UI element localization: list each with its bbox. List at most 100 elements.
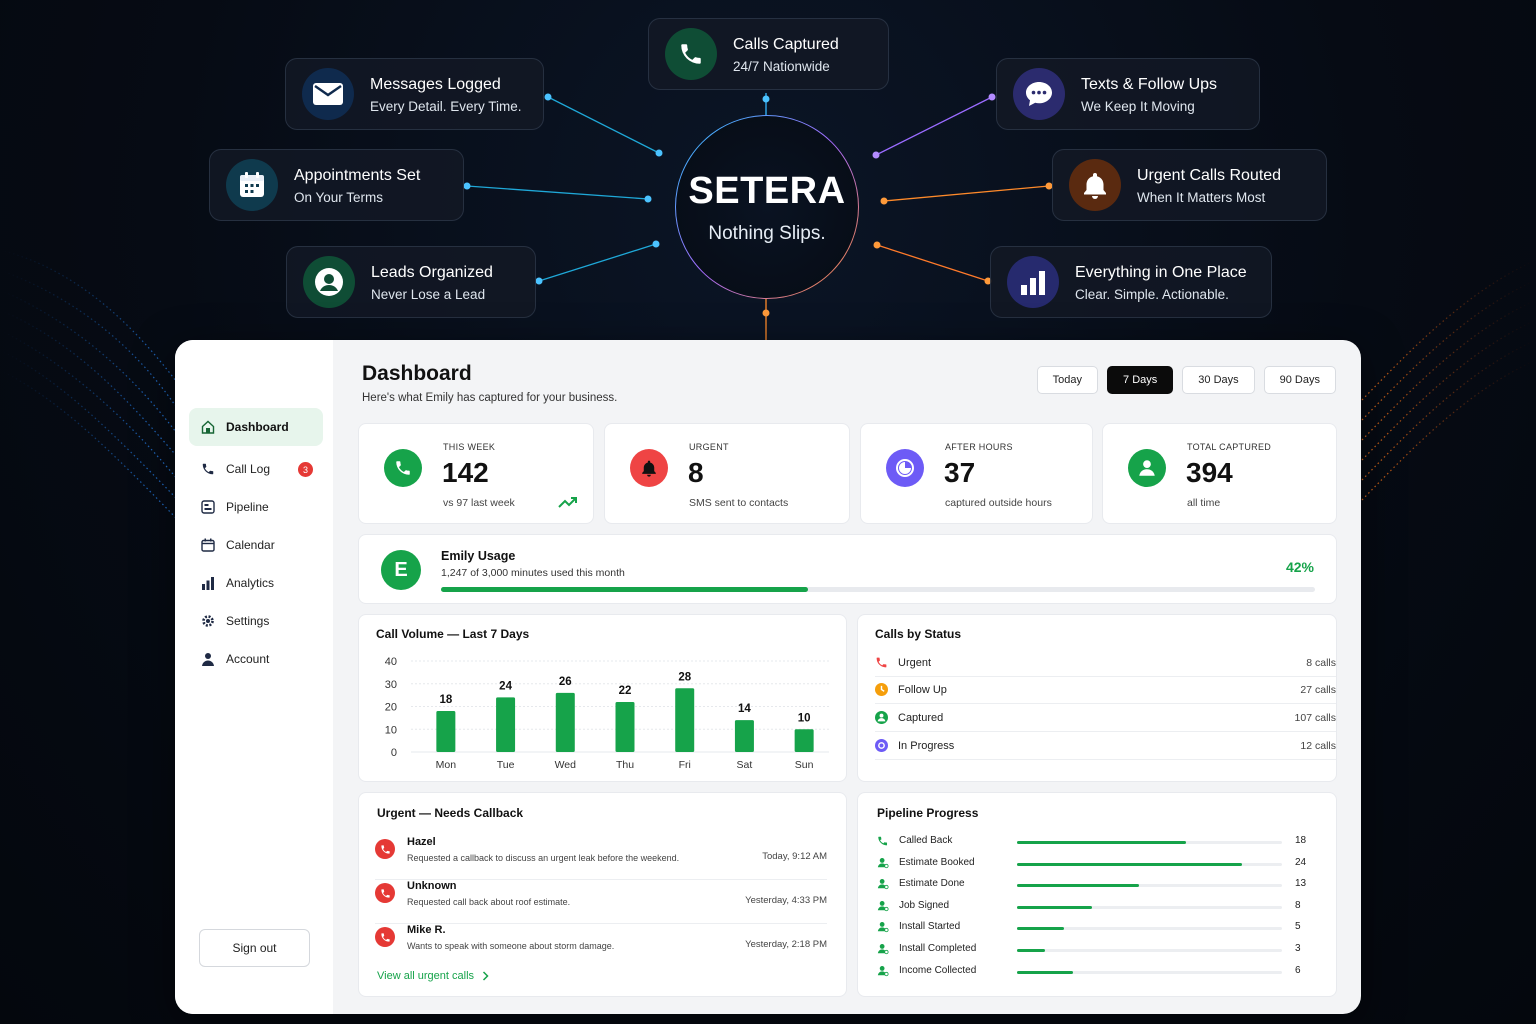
urgent-row[interactable]: Hazel Requested a callback to discuss an… [375, 836, 827, 880]
sidebar-item-label: Settings [226, 614, 270, 628]
clock-pie-icon [886, 449, 924, 487]
stat-value: 394 [1186, 457, 1233, 488]
status-row-urgent[interactable]: Urgent 8 calls [875, 649, 1336, 677]
main-content: Dashboard Here's what Emily has captured… [333, 340, 1361, 1014]
status-count: 12 calls [1300, 739, 1336, 752]
stat-label: TOTAL CAPTURED [1187, 442, 1272, 452]
sidebar-item-pipeline[interactable]: Pipeline [189, 488, 323, 526]
pipeline-bar-track [1017, 949, 1282, 952]
feature-subtitle: 24/7 Nationwide [733, 58, 830, 74]
x-tick-label: Thu [616, 759, 634, 771]
pipeline-row[interactable]: Job Signed 8 [877, 897, 1305, 917]
emily-avatar: E [381, 550, 421, 590]
gear-icon [201, 614, 215, 628]
usage-percent: 42% [1285, 559, 1314, 575]
bar-wed [555, 692, 575, 752]
sidebar-item-account[interactable]: Account [189, 640, 323, 678]
call-log-badge: 3 [298, 462, 313, 477]
range-today-button[interactable]: Today [1036, 366, 1099, 394]
view-all-urgent-link[interactable]: View all urgent calls [377, 970, 489, 982]
user-icon [877, 944, 889, 955]
stat-label: THIS WEEK [443, 442, 496, 452]
urgent-row[interactable]: Mike R. Wants to speak with someone abou… [375, 924, 827, 968]
pipeline-row[interactable]: Estimate Done 13 [877, 875, 1307, 895]
pipeline-value: 3 [1295, 943, 1301, 954]
sidebar-item-call-log[interactable]: Call Log 3 [189, 450, 323, 488]
brand-tagline: Nothing Slips. [708, 222, 826, 244]
pipeline-value: 6 [1295, 964, 1301, 976]
stat-label: URGENT [689, 442, 729, 452]
pipeline-row[interactable]: Install Completed 3 [877, 940, 1305, 960]
user-icon [303, 256, 355, 308]
pipeline-value: 24 [1295, 856, 1307, 868]
pipeline-title: Pipeline Progress [877, 806, 979, 820]
user-icon [877, 857, 889, 868]
sidebar-item-dashboard[interactable]: Dashboard [189, 408, 323, 446]
pipeline-bar-fill [1017, 949, 1046, 952]
calendar-icon [226, 159, 278, 211]
stat-note: all time [1187, 497, 1221, 509]
brand-core: SETERA Nothing Slips. [676, 116, 858, 298]
sidebar-item-analytics[interactable]: Analytics [189, 564, 323, 602]
caller-name: Unknown [407, 880, 457, 892]
bell-icon [630, 449, 668, 487]
feature-subtitle: Clear. Simple. Actionable. [1075, 286, 1229, 302]
x-tick-label: Mon [436, 759, 457, 771]
phone-icon [201, 462, 215, 476]
sidebar-item-settings[interactable]: Settings [189, 602, 323, 640]
x-tick-label: Fri [679, 759, 691, 771]
stat-note: SMS sent to contacts [689, 497, 789, 509]
pipeline-label: Called Back [899, 835, 953, 846]
caller-description: Wants to speak with someone about storm … [407, 941, 615, 951]
caller-name: Hazel [407, 836, 436, 848]
call-time: Yesterday, 4:33 PM [745, 895, 827, 906]
stat-value: 37 [944, 457, 976, 488]
phone-icon [375, 839, 395, 859]
pipeline-row[interactable]: Estimate Booked 24 [877, 854, 1307, 874]
range-30-days-button[interactable]: 30 Days [1182, 366, 1255, 394]
pipeline-bar-track [1017, 905, 1282, 909]
feature-urgent-calls-routed: Urgent Calls Routed When It Matters Most [1052, 149, 1327, 221]
pipeline-bar-fill [1017, 862, 1243, 866]
home-icon [201, 420, 215, 434]
range-90-days-button[interactable]: 90 Days [1263, 366, 1336, 394]
pipeline-row[interactable]: Called Back 18 [877, 832, 1306, 852]
brand-name: SETERA [688, 169, 846, 212]
pipeline-row[interactable]: Install Started 5 [877, 918, 1305, 938]
urgent-row[interactable]: Unknown Requested call back about roof e… [375, 880, 827, 924]
pipeline-label: Income Collected [899, 964, 977, 976]
feature-appointments-set: Appointments Set On Your Terms [209, 149, 464, 221]
pipeline-value: 13 [1295, 878, 1307, 890]
calls-by-status-title: Calls by Status [875, 627, 962, 641]
y-tick-label: 20 [385, 702, 397, 714]
calls-by-status-card: Calls by Status Urgent 8 calls Follow Up… [857, 614, 1337, 782]
sidebar-item-calendar[interactable]: Calendar [189, 526, 323, 564]
status-row-follow-up[interactable]: Follow Up 27 calls [875, 676, 1336, 704]
status-label: Urgent [898, 656, 932, 669]
bar-value-label: 26 [559, 676, 572, 688]
status-row-in-progress[interactable]: In Progress 12 calls [875, 732, 1336, 760]
caller-description: Requested a callback to discuss an urgen… [407, 853, 680, 863]
pipeline-row[interactable]: Income Collected 6 [877, 962, 1305, 982]
page-title: Dashboard [362, 362, 472, 385]
progress-icon [875, 739, 888, 752]
pipeline-bar-fill [1017, 841, 1186, 844]
call-time: Today, 9:12 AM [762, 851, 827, 862]
phone-icon [384, 449, 422, 487]
sidebar-item-label: Account [226, 652, 270, 666]
pipeline-bar-fill [1017, 927, 1064, 931]
usage-progress-track [441, 587, 1315, 592]
follow-up-icon [875, 683, 888, 696]
phone-icon [878, 836, 888, 846]
bar-value-label: 18 [439, 694, 452, 706]
urgent-title: Urgent — Needs Callback [377, 806, 524, 820]
chat-bubble-icon [1013, 68, 1065, 120]
status-row-captured[interactable]: Captured 107 calls [875, 704, 1336, 732]
bar-thu [615, 701, 635, 752]
user-icon [1128, 449, 1166, 487]
range-7-days-button[interactable]: 7 Days [1107, 366, 1174, 394]
feature-texts-follow-ups: Texts & Follow Ups We Keep It Moving [996, 58, 1260, 130]
sign-out-button[interactable]: Sign out [199, 929, 310, 967]
stat-value: 142 [442, 457, 489, 488]
call-volume-chart: 0 10 20 30 40 18 Mon 24 Tue 26 Wed 22 Thu 28 Fri 14 Sat 1… [385, 656, 829, 771]
